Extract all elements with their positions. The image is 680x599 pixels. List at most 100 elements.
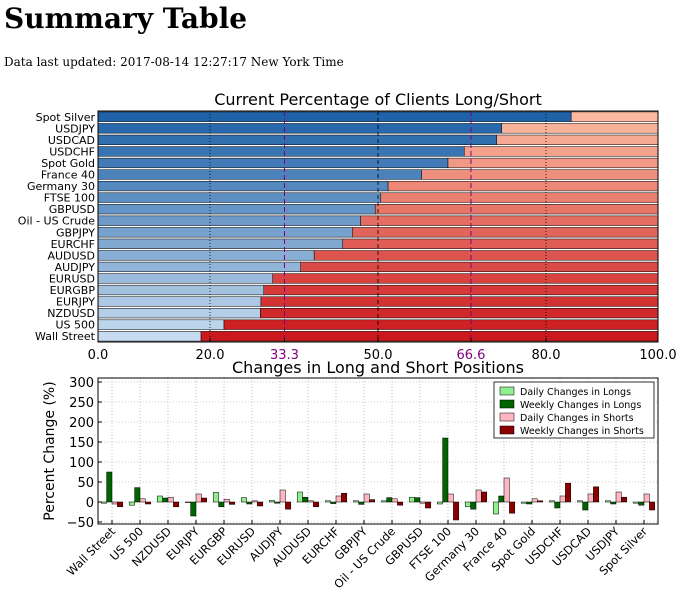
change-bar [358, 501, 365, 505]
chart1-category-label: AUDJPY [55, 261, 96, 274]
chart2-y-tick-label: 100 [69, 456, 94, 471]
chart2-y-tick-label: 50 [77, 476, 94, 491]
change-bar [632, 501, 639, 504]
chart2-y-tick-label: 150 [69, 436, 94, 451]
change-bar [274, 501, 281, 504]
change-bar [386, 497, 393, 503]
change-bar [470, 501, 477, 510]
chart1-category-label: GBPJPY [56, 226, 95, 239]
chart1-x-tick-label: 100.0 [639, 348, 676, 363]
change-bar [251, 500, 258, 503]
change-bar [218, 501, 225, 508]
change-bar [173, 501, 180, 508]
change-bar [464, 501, 471, 508]
chart1-category-label: EURUSD [49, 272, 95, 285]
change-bar [324, 500, 331, 503]
chart1-x-tick-label: 0.0 [88, 348, 109, 363]
chart1-x-tick-label: 20.0 [196, 348, 225, 363]
change-bar [100, 501, 107, 504]
legend-swatch [499, 412, 515, 422]
change-bar [638, 501, 645, 506]
chart2-y-tick-label: 0 [86, 496, 94, 511]
last-updated-text: Data last updated: 2017-08-14 12:27:17 N… [4, 55, 344, 69]
legend-label: Daily Changes in Longs [520, 387, 631, 398]
chart1-category-label: France 40 [41, 169, 95, 182]
long-bar [97, 308, 261, 319]
change-bar [279, 489, 286, 503]
chart2-y-tick-label: 300 [69, 376, 94, 391]
change-bar [475, 489, 482, 503]
change-bar [509, 501, 516, 514]
change-bar [643, 493, 650, 503]
change-bar [246, 501, 253, 505]
short-bar [272, 273, 659, 284]
change-bar [610, 501, 617, 505]
short-bar [351, 227, 659, 238]
chart2-y-tick-label: 200 [69, 416, 94, 431]
change-bar [139, 498, 146, 503]
change-bar [145, 501, 152, 505]
long-bar [97, 250, 315, 261]
chart1-category-label: USDCAD [48, 134, 95, 147]
legend-swatch [499, 399, 515, 409]
change-bar [503, 477, 510, 503]
change-bar [593, 486, 600, 503]
short-bar [496, 134, 659, 145]
change-bar [621, 496, 628, 503]
change-bar [526, 501, 533, 505]
change-bar [167, 496, 174, 503]
change-bar [391, 498, 398, 503]
long-bar [97, 227, 353, 238]
legend-label: Weekly Changes in Longs [520, 400, 641, 411]
change-bar [447, 493, 454, 503]
short-bar [421, 169, 659, 180]
chart1-category-label: EURJPY [56, 296, 95, 309]
change-bar [425, 501, 432, 509]
chart1-x-tick-label: 80.0 [532, 348, 561, 363]
change-bar [565, 482, 572, 503]
change-bar [649, 501, 656, 511]
change-bar [453, 501, 460, 521]
short-bar [374, 204, 659, 215]
change-bar [554, 501, 561, 509]
chart2-title: Changes in Long and Short Positions [232, 358, 524, 377]
change-bar [604, 500, 611, 503]
legend-label: Weekly Changes in Shorts [520, 426, 644, 437]
short-bar [360, 215, 659, 226]
short-bar [570, 111, 659, 122]
change-bar [111, 501, 118, 505]
short-bar [223, 319, 659, 330]
change-bar [268, 500, 275, 503]
change-bar [184, 501, 191, 503]
change-bar [106, 471, 113, 503]
change-bar [128, 501, 135, 506]
change-bar [498, 495, 505, 503]
short-bar [463, 146, 659, 157]
chart1-x-tick-label: 33.3 [270, 348, 299, 363]
change-bar [195, 493, 202, 503]
chart1-category-label: Wall Street [35, 330, 96, 343]
long-bar [97, 180, 389, 192]
change-bar [352, 500, 359, 503]
long-bar [97, 192, 382, 203]
chart1-category-label: GBPUSD [49, 203, 95, 216]
change-bar [436, 501, 443, 505]
chart1-title: Current Percentage of Clients Long/Short [214, 90, 542, 109]
change-bar [380, 500, 387, 503]
short-bar [501, 123, 659, 134]
change-bar [582, 501, 589, 511]
change-bar [531, 498, 538, 503]
legend-swatch [499, 386, 515, 396]
change-bar [330, 501, 337, 504]
change-bar [481, 491, 488, 503]
short-bar [260, 296, 659, 307]
change-bar [257, 501, 264, 507]
chart1-category-label: Spot Silver [36, 111, 96, 124]
short-bar [263, 284, 659, 296]
change-bar [369, 499, 376, 503]
long-bar [97, 284, 265, 296]
change-bar [615, 491, 622, 503]
change-bar [520, 501, 527, 504]
change-bar [414, 497, 421, 503]
